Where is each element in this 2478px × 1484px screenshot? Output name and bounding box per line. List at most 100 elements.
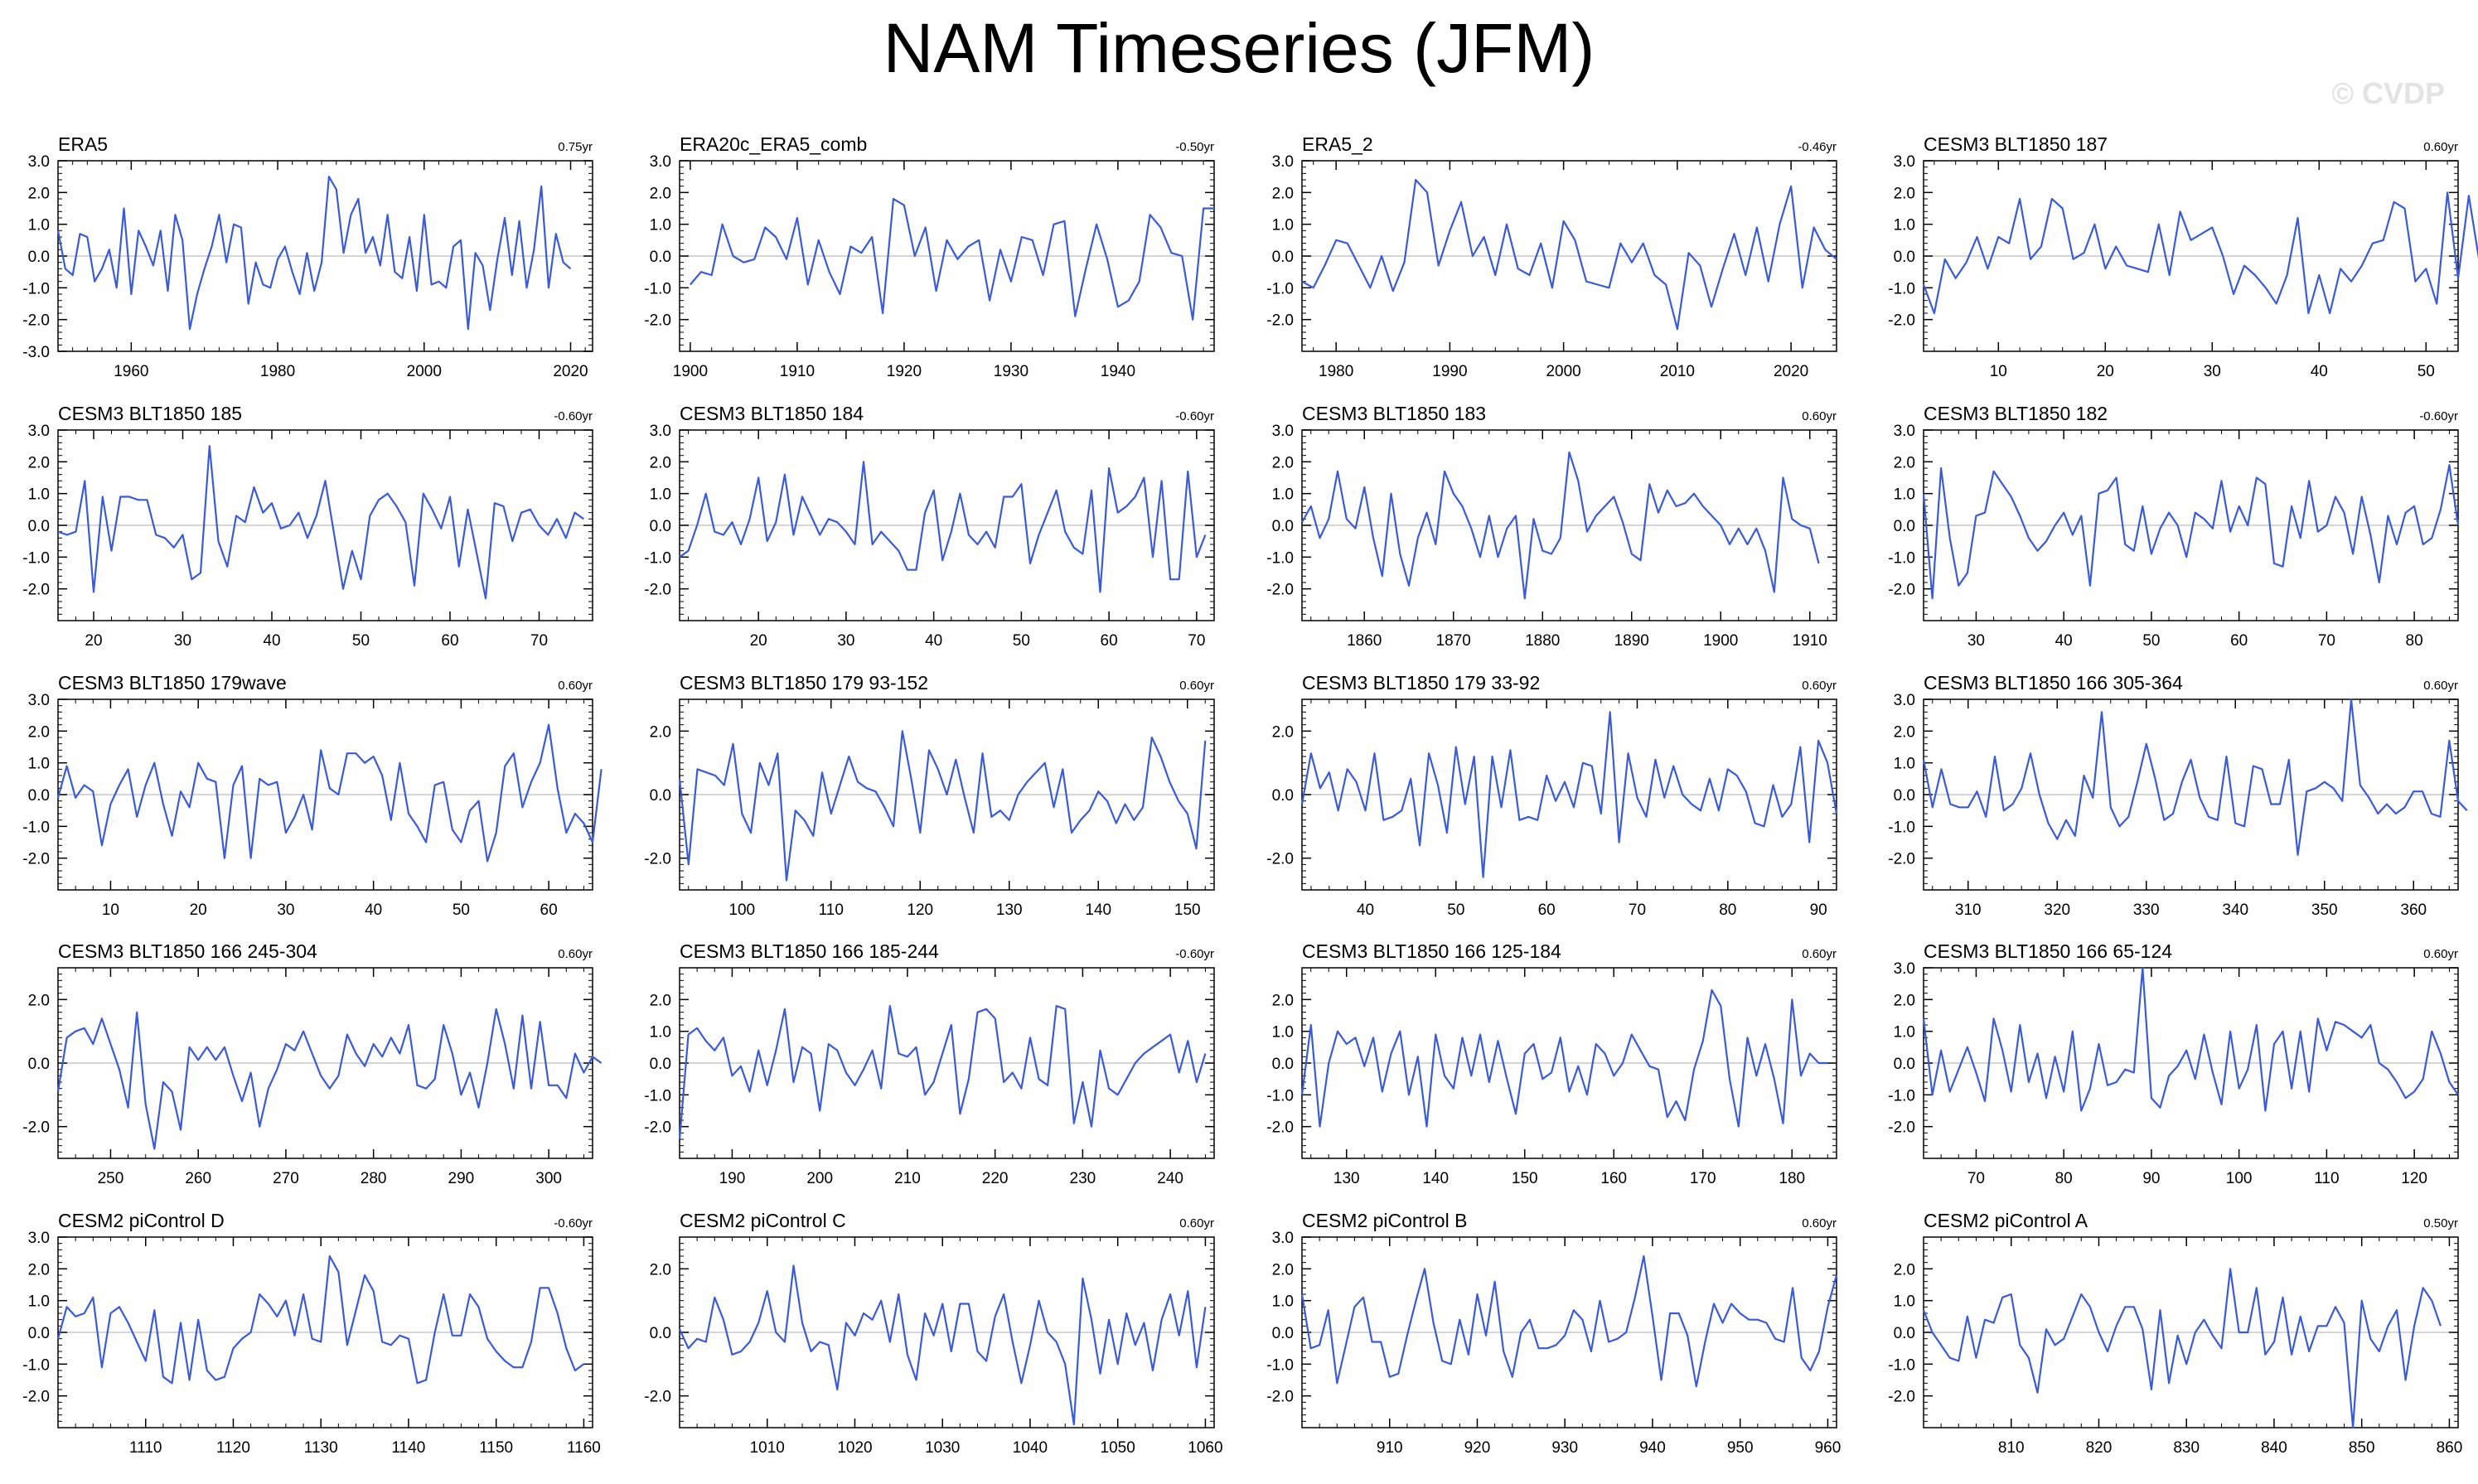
y-tick-label: 1.0 xyxy=(28,756,50,773)
x-tick-label: 330 xyxy=(2133,902,2160,919)
y-tick-label: 3.0 xyxy=(28,153,50,171)
y-tick-label: -2.0 xyxy=(1266,1119,1294,1137)
series-line xyxy=(1300,711,1838,878)
x-tick-label: 2000 xyxy=(1546,363,1580,380)
y-tick-label: 2.0 xyxy=(650,185,671,202)
x-tick-label: 150 xyxy=(1174,902,1201,919)
x-tick-label: 1930 xyxy=(994,363,1028,380)
x-tick-label: 830 xyxy=(2173,1439,2200,1457)
chart-panel: CESM3 BLT1850 179 33-92 0.60yr 40 50 60 70 80 9… xyxy=(1266,672,1838,919)
y-tick-label: 3.0 xyxy=(1894,692,1915,709)
chart-panel: CESM3 BLT1850 179 93-152 0.60yr 100 110 120 1… xyxy=(644,672,1215,919)
x-tick-label: 220 xyxy=(982,1170,1009,1187)
y-tick-label: 0.0 xyxy=(1894,249,1915,266)
panel-title: CESM3 BLT1850 182 xyxy=(1924,403,2108,424)
x-tick-label: 10 xyxy=(1990,363,2007,380)
trend-label: -0.60yr xyxy=(2419,409,2458,423)
y-tick-label: 2.0 xyxy=(1272,992,1294,1009)
y-tick-label: 1.0 xyxy=(28,1293,50,1311)
y-tick-label: -2.0 xyxy=(22,582,50,599)
x-tick-label: 90 xyxy=(2142,1170,2160,1187)
x-tick-label: 50 xyxy=(453,902,470,919)
x-tick-label: 100 xyxy=(728,902,755,919)
series-line xyxy=(678,1004,1207,1140)
x-tick-label: 70 xyxy=(2318,632,2335,650)
chart-panel: CESM3 BLT1850 182 -0.60yr 30 40 50 60 70 80 -2.0… xyxy=(1888,403,2460,650)
y-tick-label: 2.0 xyxy=(650,454,671,471)
panel-title: CESM3 BLT1850 179 93-152 xyxy=(680,672,928,694)
x-tick-label: 70 xyxy=(1629,902,1646,919)
y-tick-label: 0.0 xyxy=(650,787,671,805)
trend-label: -0.60yr xyxy=(554,409,593,423)
x-tick-label: 60 xyxy=(2230,632,2248,650)
panel-title: ERA5_2 xyxy=(1302,133,1373,155)
x-tick-label: 1880 xyxy=(1525,632,1560,650)
x-tick-label: 30 xyxy=(837,632,854,650)
x-tick-label: 70 xyxy=(530,632,548,650)
x-tick-label: 210 xyxy=(894,1170,921,1187)
chart-panel: CESM3 BLT1850 184 -0.60yr 20 30 40 50 60 70 -2.0… xyxy=(644,403,1215,650)
trend-label: 0.75yr xyxy=(558,140,593,154)
x-tick-label: 30 xyxy=(2204,363,2221,380)
x-tick-label: 260 xyxy=(185,1170,211,1187)
y-tick-label: -2.0 xyxy=(644,1389,671,1406)
y-tick-label: 3.0 xyxy=(1894,423,1915,440)
y-tick-label: -2.0 xyxy=(1266,312,1294,330)
x-tick-label: 140 xyxy=(1085,902,1111,919)
y-tick-label: -2.0 xyxy=(1266,851,1294,868)
panel-title: CESM3 BLT1850 183 xyxy=(1302,403,1486,424)
y-tick-label: -1.0 xyxy=(644,1087,671,1105)
y-tick-label: 2.0 xyxy=(28,454,50,471)
series-line xyxy=(57,445,584,600)
y-tick-label: -1.0 xyxy=(1266,1356,1294,1374)
x-tick-label: 20 xyxy=(190,902,207,919)
chart-panel: ERA20c_ERA5_comb -0.50yr 1900 1910 1920 1930 1… xyxy=(644,133,1215,380)
x-tick-label: 860 xyxy=(2437,1439,2463,1457)
y-tick-label: 0.0 xyxy=(28,1325,50,1342)
page-title: NAM Timeseries (JFM) xyxy=(883,9,1595,87)
x-tick-label: 40 xyxy=(2055,632,2073,650)
y-tick-label: -1.0 xyxy=(1266,280,1294,297)
y-tick-label: -1.0 xyxy=(1266,549,1294,567)
y-tick-label: -2.0 xyxy=(1266,1389,1294,1406)
y-tick-label: 2.0 xyxy=(650,992,671,1009)
y-tick-label: -1.0 xyxy=(1266,1087,1294,1105)
x-tick-label: 1890 xyxy=(1614,632,1649,650)
trend-label: -0.50yr xyxy=(1175,140,1214,154)
x-tick-label: 110 xyxy=(819,902,844,919)
y-tick-label: -1.0 xyxy=(644,280,671,297)
y-tick-label: 0.0 xyxy=(1894,1056,1915,1073)
panel-title: CESM3 BLT1850 187 xyxy=(1924,133,2108,155)
panel-title: CESM3 BLT1850 166 245-304 xyxy=(58,940,317,962)
chart-panel: CESM2 piControl C 0.60yr 1010 1020 1030 1040 1… xyxy=(644,1210,1222,1457)
x-tick-label: 150 xyxy=(1512,1170,1538,1187)
x-tick-label: 1900 xyxy=(673,363,708,380)
x-tick-label: 40 xyxy=(2311,363,2328,380)
y-tick-label: -1.0 xyxy=(1888,1087,1915,1105)
x-tick-label: 180 xyxy=(1779,1170,1805,1187)
x-tick-label: 310 xyxy=(1955,902,1982,919)
y-tick-label: 1.0 xyxy=(1272,217,1294,234)
y-tick-label: -1.0 xyxy=(22,819,50,836)
x-tick-label: 40 xyxy=(925,632,942,650)
panel-title: CESM3 BLT1850 166 125-184 xyxy=(1302,940,1561,962)
x-tick-label: 120 xyxy=(907,902,933,919)
x-tick-label: 170 xyxy=(1690,1170,1716,1187)
x-tick-label: 1900 xyxy=(1703,632,1738,650)
chart-panel: CESM2 piControl A 0.50yr 810 820 830 840 850 86… xyxy=(1888,1210,2462,1457)
x-tick-label: 850 xyxy=(2349,1439,2375,1457)
y-tick-label: 2.0 xyxy=(1272,723,1294,741)
x-tick-label: 1980 xyxy=(1319,363,1353,380)
y-tick-label: 1.0 xyxy=(1272,1293,1294,1311)
series-line xyxy=(1922,464,2460,600)
x-tick-label: 270 xyxy=(273,1170,299,1187)
y-tick-label: 2.0 xyxy=(1894,723,1915,741)
panel-title: CESM3 BLT1850 179 33-92 xyxy=(1302,672,1540,694)
x-tick-label: 1860 xyxy=(1347,632,1382,650)
x-tick-label: 340 xyxy=(2222,902,2248,919)
x-tick-label: 1920 xyxy=(887,363,922,380)
y-tick-label: 3.0 xyxy=(650,153,671,171)
panel-title: CESM3 BLT1850 166 65-124 xyxy=(1924,940,2172,962)
x-tick-label: 2000 xyxy=(407,363,442,380)
y-tick-label: 0.0 xyxy=(1272,1056,1294,1073)
